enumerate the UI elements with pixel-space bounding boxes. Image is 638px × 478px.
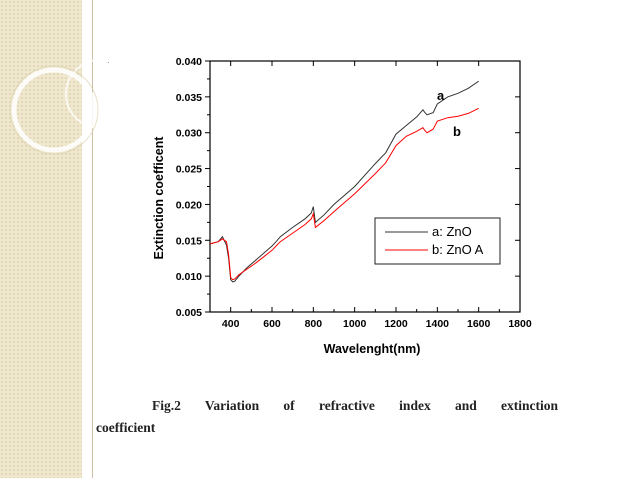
x-tick-label: 1400 (426, 318, 450, 330)
x-axis-label: Wavelenght(nm) (324, 342, 421, 356)
y-tick-label: 0.030 (176, 128, 202, 140)
axes-layer: 400 600 800 1000 1200 1400 1600 1800 0.005 0.010 0… (176, 56, 532, 330)
series-b-annotation: b (453, 124, 461, 139)
y-axis-label: Extinction coefficent (152, 136, 166, 260)
x-tick-label: 1200 (384, 318, 408, 330)
decorative-rings (9, 59, 135, 155)
series-line-b (209, 107, 479, 281)
x-tick-label: 600 (263, 318, 281, 330)
y-tick-label: 0.015 (176, 235, 202, 247)
series-a-annotation: a (437, 88, 445, 103)
x-tick-label: 800 (305, 318, 323, 330)
y-tick-label: 0.005 (176, 307, 202, 319)
x-tick-label: 1000 (343, 318, 367, 330)
y-tick-label: 0.010 (176, 271, 202, 283)
legend-label-b: b: ZnO A (432, 242, 484, 257)
series-line-a (209, 80, 479, 283)
legend-box (374, 217, 501, 265)
x-tick-label: 1800 (508, 318, 532, 330)
caption-line-2: coefficient (96, 420, 156, 435)
plot-frame (209, 60, 521, 313)
y-tick-label: 0.035 (176, 92, 202, 104)
y-tick-label: 0.025 (176, 164, 202, 176)
legend: a: ZnO b: ZnO A (374, 217, 501, 265)
figure-caption: Fig.2 Variation of refractive index and … (96, 395, 558, 439)
caption-line-1: Fig.2 Variation of refractive index and … (152, 398, 558, 413)
extinction-coefficient-chart: 400 600 800 1000 1200 1400 1600 1800 0.005 0.010 0… (152, 56, 532, 356)
stray-dot: · (107, 58, 110, 67)
legend-label-a: a: ZnO (432, 224, 472, 239)
y-tick-label: 0.020 (176, 199, 202, 211)
x-tick-label: 1600 (467, 318, 491, 330)
series-layer (209, 80, 479, 283)
x-tick-label: 400 (222, 318, 240, 330)
y-tick-label: 0.040 (176, 56, 202, 68)
slide-accent-rule (92, 0, 93, 478)
